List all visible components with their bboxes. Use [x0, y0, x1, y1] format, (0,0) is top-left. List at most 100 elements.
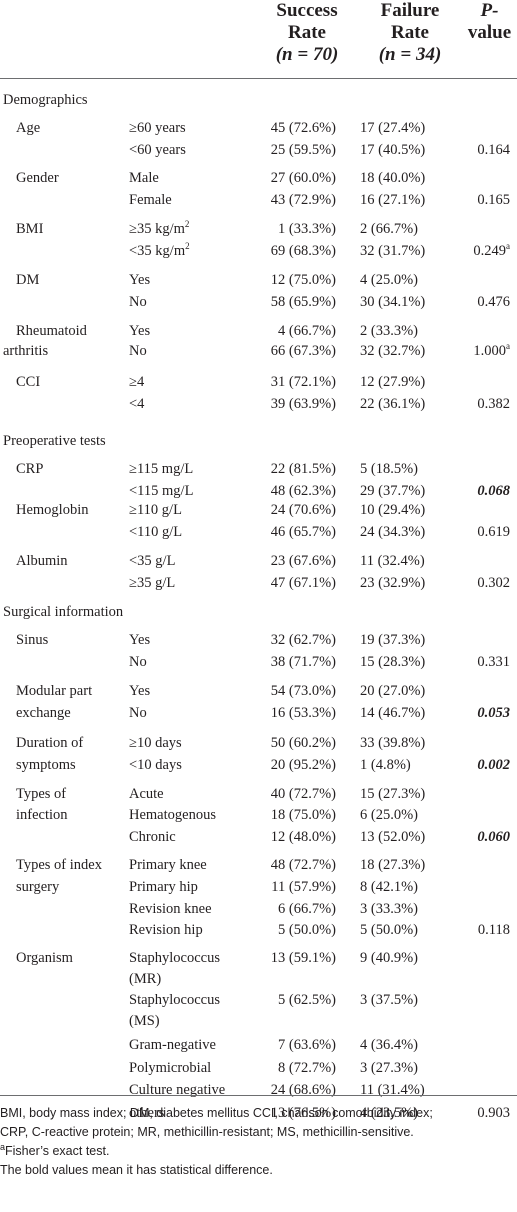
failure-cell: 24 (34.3%) — [360, 524, 426, 540]
table-row: No 66 (67.3%) 32 (32.7%) 1.000a — [0, 340, 517, 362]
table-row: ≥110 g/L 24 (70.6%) 10 (29.4%) — [0, 499, 517, 521]
success-cell: 46 (65.7%) — [270, 524, 336, 540]
pvalue-text: 0.331 — [477, 654, 510, 670]
table-row: ≥35 g/L 47 (67.1%) 23 (32.9%) 0.302 — [0, 572, 517, 594]
header-text: Rate — [391, 22, 429, 43]
failure-cell: 30 (34.1%) — [360, 294, 426, 310]
pvalue-header: P- value — [462, 0, 517, 44]
table-row: Revision hip 5 (50.0%) 5 (50.0%) 0.118 — [0, 919, 517, 941]
header-text: Success — [276, 0, 338, 21]
category-cell: ≥35 kg/m — [129, 221, 185, 237]
failure-cell: 29 (37.7%) — [360, 483, 426, 499]
pvalue-text: 0.068 — [477, 483, 510, 499]
failure-cell: 12 (27.9%) — [360, 374, 426, 390]
category-cell-wrap: <35 kg/m2 — [129, 240, 190, 262]
variable-row: exchange — [0, 702, 517, 724]
success-cell: 66 (67.3%) — [270, 343, 336, 359]
table-row: (MS) — [0, 1010, 517, 1032]
table-row: Hematogenous 18 (75.0%) 6 (25.0%) — [0, 804, 517, 826]
success-cell: 16 (53.3%) — [270, 705, 336, 721]
success-cell: 40 (72.7%) — [270, 786, 336, 802]
variable-row: Rheumatoid — [0, 320, 517, 342]
category-cell: Hematogenous — [129, 807, 216, 823]
table-row: Primary hip 11 (57.9%) 8 (42.1%) — [0, 876, 517, 898]
success-cell: 38 (71.7%) — [270, 654, 336, 670]
success-cell: 4 (66.7%) — [278, 323, 336, 339]
failure-cell: 15 (27.3%) — [360, 786, 426, 802]
failure-cell: 2 (33.3%) — [360, 323, 418, 339]
success-cell: 13 (59.1%) — [270, 950, 336, 966]
table-row: Staphylococcus 5 (62.5%) 3 (37.5%) — [0, 989, 517, 1011]
table-row: No 38 (71.7%) 15 (28.3%) 0.331 — [0, 651, 517, 673]
pvalue-cell: 0.249a — [462, 240, 510, 262]
category-cell: No — [129, 654, 147, 670]
success-cell: 13 (76.5%) — [270, 1105, 336, 1121]
table-row: Primary knee 48 (72.7%) 18 (27.3%) — [0, 854, 517, 876]
section-row: Demographics — [0, 89, 517, 111]
fisher-note-text: Fisher’s exact test. — [5, 1144, 110, 1158]
table-row: <35 kg/m2 69 (68.3%) 32 (31.7%) 0.249a — [0, 240, 517, 262]
variable-row: surgery — [0, 876, 517, 898]
pvalue-cell: 0.903 — [462, 1102, 510, 1124]
category-cell: ≥115 mg/L — [129, 461, 194, 477]
failure-cell: 11 (32.4%) — [360, 553, 425, 569]
category-cell: others — [129, 1105, 165, 1121]
table-row: <4 39 (63.9%) 22 (36.1%) 0.382 — [0, 393, 517, 415]
table-row: Female 43 (72.9%) 16 (27.1%) 0.165 — [0, 189, 517, 211]
pvalue-text: 0.302 — [477, 575, 510, 591]
failure-cell: 18 (40.0%) — [360, 170, 426, 186]
category-cell-wrap: ≥35 kg/m2 — [129, 218, 189, 240]
table-header: Success Rate (n = 70) Failure Rate (n = … — [0, 0, 517, 78]
variable-row: BMI — [0, 218, 517, 240]
pvalue-cell: 0.302 — [462, 572, 510, 594]
variable-row: symptoms — [0, 754, 517, 776]
section-row: Preoperative tests — [0, 430, 517, 452]
table-row: Gram-negative 7 (63.6%) 4 (36.4%) — [0, 1034, 517, 1056]
success-cell: 43 (72.9%) — [270, 192, 336, 208]
failure-cell: 10 (29.4%) — [360, 502, 426, 518]
header-n: (n = 34) — [378, 44, 442, 65]
pvalue-footnote-mark: a — [506, 241, 510, 252]
variable-label: CRP — [16, 461, 44, 477]
unit-superscript: 2 — [184, 219, 190, 230]
category-cell: ≥10 days — [129, 735, 182, 751]
pvalue-cell: 0.165 — [462, 189, 510, 211]
success-cell: 12 (48.0%) — [270, 829, 336, 845]
pvalue-cell: 0.164 — [462, 139, 510, 161]
success-cell: 24 (68.6%) — [270, 1082, 336, 1098]
success-cell: 58 (65.9%) — [270, 294, 336, 310]
variable-row: Types of index — [0, 854, 517, 876]
table-row: <115 mg/L 48 (62.3%) 29 (37.7%) 0.068 — [0, 480, 517, 502]
variable-label: Gender — [16, 170, 59, 186]
success-cell: 39 (63.9%) — [270, 396, 336, 412]
failure-cell: 20 (27.0%) — [360, 683, 426, 699]
failure-cell: 19 (37.3%) — [360, 632, 426, 648]
variable-row: Duration of — [0, 732, 517, 754]
success-cell: 1 (33.3%) — [278, 221, 336, 237]
failure-cell: 5 (50.0%) — [360, 922, 418, 938]
success-cell: 54 (73.0%) — [270, 683, 336, 699]
failure-cell: 15 (28.3%) — [360, 654, 426, 670]
pvalue-text: 0.002 — [477, 757, 510, 773]
success-cell: 25 (59.5%) — [270, 142, 336, 158]
category-cell: Yes — [129, 323, 151, 339]
header-text: Rate — [288, 22, 326, 43]
failure-cell: 16 (27.1%) — [360, 192, 426, 208]
pvalue-cell: 0.002 — [462, 754, 510, 776]
failure-cell: 18 (27.3%) — [360, 857, 426, 873]
table-row: Chronic 12 (48.0%) 13 (52.0%) 0.060 — [0, 826, 517, 848]
section-label: Preoperative tests — [3, 433, 106, 449]
category-cell: Staphylococcus — [129, 992, 221, 1008]
table-row: Revision knee 6 (66.7%) 3 (33.3%) — [0, 898, 517, 920]
variable-label: Modular part — [16, 683, 93, 699]
pvalue-cell: 0.382 — [462, 393, 510, 415]
table-row: <35 g/L 23 (67.6%) 11 (32.4%) — [0, 550, 517, 572]
category-cell: <35 g/L — [129, 553, 176, 569]
table-footnotes: BMI, body mass index; DM, diabetes melli… — [0, 1104, 517, 1180]
failure-cell: 1 (4.8%) — [360, 757, 411, 773]
fisher-note: aFisher’s exact test. — [0, 1142, 517, 1161]
header-n: (n = 70) — [275, 44, 339, 65]
pvalue-text: 0.382 — [477, 396, 510, 412]
failure-cell: 32 (31.7%) — [360, 243, 426, 259]
failure-cell: 3 (33.3%) — [360, 901, 418, 917]
